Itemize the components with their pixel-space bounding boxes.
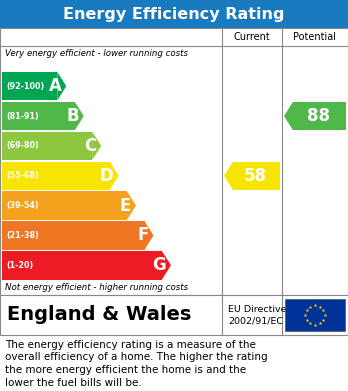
Text: C: C (84, 137, 96, 155)
Text: the more energy efficient the home is and the: the more energy efficient the home is an… (5, 365, 246, 375)
Text: A: A (48, 77, 61, 95)
Text: Potential: Potential (293, 32, 337, 42)
Polygon shape (224, 161, 233, 190)
Polygon shape (110, 161, 119, 190)
Bar (2, 221, 144, 249)
Text: 88: 88 (307, 107, 330, 125)
Bar (233, 161, 280, 190)
Text: G: G (152, 256, 166, 274)
Polygon shape (162, 251, 171, 280)
Text: overall efficiency of a home. The higher the rating: overall efficiency of a home. The higher… (5, 353, 268, 362)
Bar (285, 299, 345, 331)
Bar (2, 132, 92, 160)
Bar (2, 72, 57, 100)
Polygon shape (144, 221, 153, 249)
Text: 2002/91/EC: 2002/91/EC (228, 316, 283, 325)
Bar (0, 0, 348, 28)
Text: (81-91): (81-91) (6, 111, 39, 120)
Text: (21-38): (21-38) (6, 231, 39, 240)
Text: Not energy efficient - higher running costs: Not energy efficient - higher running co… (5, 283, 188, 292)
Polygon shape (127, 192, 136, 220)
Text: (69-80): (69-80) (6, 142, 39, 151)
Text: Current: Current (234, 32, 270, 42)
Polygon shape (284, 102, 293, 130)
Text: (55-68): (55-68) (6, 171, 39, 180)
Text: 58: 58 (244, 167, 267, 185)
Text: EU Directive: EU Directive (228, 305, 286, 314)
Bar (2, 251, 162, 280)
Polygon shape (75, 102, 84, 130)
Text: Very energy efficient - lower running costs: Very energy efficient - lower running co… (5, 48, 188, 57)
Text: (1-20): (1-20) (6, 261, 33, 270)
Polygon shape (92, 132, 101, 160)
Text: lower the fuel bills will be.: lower the fuel bills will be. (5, 377, 142, 387)
Text: (39-54): (39-54) (6, 201, 39, 210)
Polygon shape (57, 72, 66, 100)
Text: B: B (66, 107, 79, 125)
Text: Energy Efficiency Rating: Energy Efficiency Rating (63, 7, 285, 22)
Text: England & Wales: England & Wales (7, 305, 191, 325)
Bar (0, 28, 348, 295)
Bar (293, 102, 346, 130)
Text: The energy efficiency rating is a measure of the: The energy efficiency rating is a measur… (5, 340, 256, 350)
Bar (2, 102, 75, 130)
Text: (92-100): (92-100) (6, 82, 44, 91)
Bar (2, 161, 110, 190)
Text: E: E (120, 197, 131, 215)
Bar (0, 295, 348, 335)
Text: F: F (137, 226, 149, 244)
Text: D: D (100, 167, 114, 185)
Bar (2, 192, 127, 220)
